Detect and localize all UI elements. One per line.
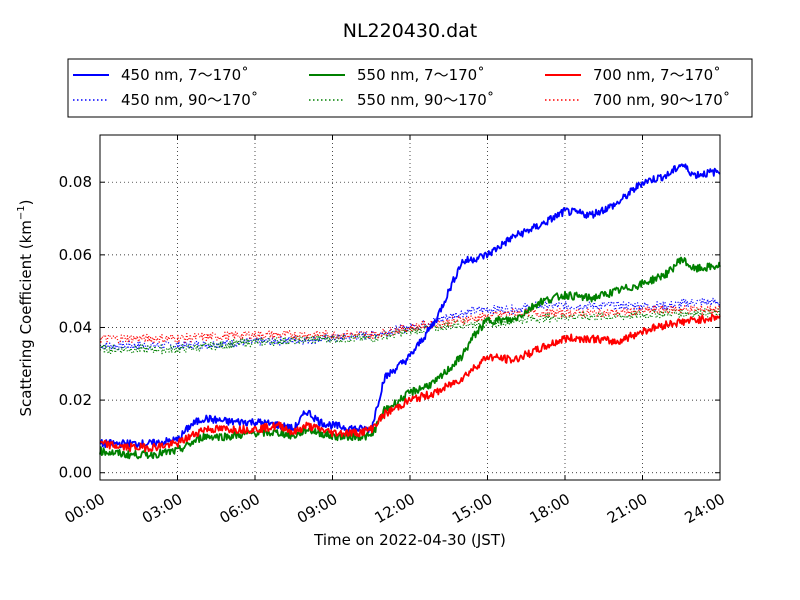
legend-label: 450 nm, 90～170˚ — [121, 91, 258, 109]
x-tick-label: 06:00 — [217, 490, 263, 527]
y-tick-label: 0.08 — [59, 173, 92, 191]
x-axis-label: Time on 2022-04-30 (JST) — [313, 531, 506, 549]
x-tick-label: 18:00 — [527, 490, 573, 527]
y-tick-label: 0.04 — [59, 318, 92, 336]
series-lines — [99, 163, 721, 460]
y-tick-label: 0.02 — [59, 391, 92, 409]
x-tick-label: 03:00 — [139, 490, 185, 527]
y-tick-label: 0.06 — [59, 246, 92, 264]
x-tick-label: 21:00 — [604, 490, 650, 527]
legend-frame — [67, 58, 753, 118]
y-axis-label-exponent: −1 — [16, 205, 27, 220]
y-axis-label-close: ) — [17, 199, 35, 205]
series-line-0 — [99, 163, 721, 449]
series-line-1 — [99, 297, 721, 351]
x-tick-label: 09:00 — [294, 490, 340, 527]
x-tick-label: 00:00 — [62, 490, 108, 527]
series-line-3 — [99, 307, 721, 355]
series-line-2 — [99, 256, 721, 460]
y-tick-label: 0.00 — [59, 464, 92, 482]
x-tick-label: 12:00 — [372, 490, 418, 527]
chart-title: NL220430.dat — [343, 20, 478, 42]
x-tick-label: 15:00 — [449, 490, 495, 527]
legend-label: 550 nm, 90～170˚ — [357, 91, 494, 109]
series-line-4 — [99, 313, 721, 453]
legend-label: 550 nm, 7～170˚ — [357, 66, 485, 84]
y-axis-label-text: Scattering Coefficient (km — [17, 220, 35, 416]
y-axis-label: Scattering Coefficient (km−1) — [16, 199, 35, 416]
legend-label: 700 nm, 7～170˚ — [593, 66, 721, 84]
legend-label: 700 nm, 90～170˚ — [593, 91, 730, 109]
legend: 450 nm, 7～170˚ 450 nm, 90～170˚ 550 nm, 7～1… — [67, 58, 753, 118]
legend-label: 450 nm, 7～170˚ — [121, 66, 249, 84]
x-tick-label: 24:00 — [682, 490, 728, 527]
